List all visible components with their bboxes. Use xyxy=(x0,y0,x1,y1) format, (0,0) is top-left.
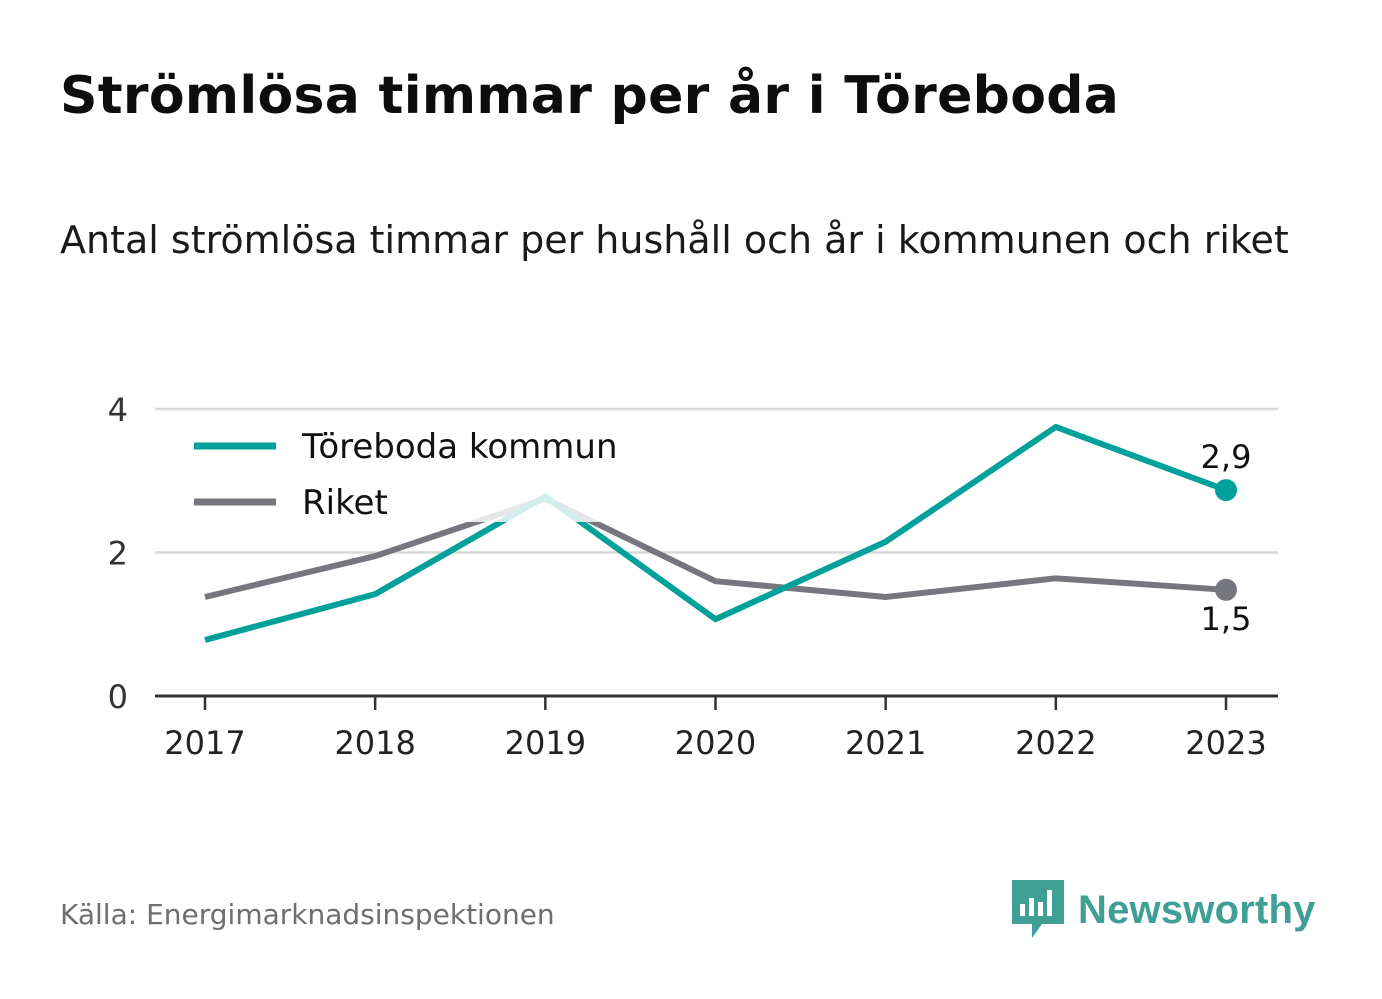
legend-label: Riket xyxy=(302,483,388,523)
end-value-label: 2,9 xyxy=(1201,438,1252,476)
legend-label: Töreboda kommun xyxy=(301,427,618,467)
x-tick-label: 2022 xyxy=(1015,724,1096,762)
y-axis-ticks: 0 2 4 xyxy=(108,391,128,716)
chart-subtitle: Antal strömlösa timmar per hushåll och å… xyxy=(60,218,1289,262)
x-tick-label: 2023 xyxy=(1185,724,1266,762)
end-value-label: 1,5 xyxy=(1201,600,1252,638)
series-lines xyxy=(204,423,1237,643)
chart-title: Strömlösa timmar per år i Töreboda xyxy=(60,66,1120,126)
source-note: Källa: Energimarknadsinspektionen xyxy=(60,898,555,931)
brand-name: Newsworthy xyxy=(1078,887,1316,932)
x-tick-label: 2018 xyxy=(334,724,415,762)
legend-backdrop xyxy=(186,474,646,522)
x-tick-label: 2021 xyxy=(845,724,926,762)
series-end-point xyxy=(1215,578,1237,601)
y-tick-label: 0 xyxy=(108,678,128,716)
x-tick-label: 2017 xyxy=(164,724,245,762)
x-axis-ticks: 2017 2018 2019 2020 2021 2022 2023 xyxy=(164,696,1267,762)
end-labels: 2,9 1,5 xyxy=(1201,438,1252,638)
y-tick-label: 2 xyxy=(108,535,128,573)
legend: Töreboda kommun Riket xyxy=(186,418,646,523)
series-end-point xyxy=(1215,479,1237,502)
x-tick-label: 2019 xyxy=(505,724,586,762)
legend-backdrop xyxy=(186,418,646,466)
x-tick-label: 2020 xyxy=(675,724,756,762)
brand-logo: Newsworthy xyxy=(1012,880,1316,940)
y-tick-label: 4 xyxy=(108,391,128,429)
gridlines xyxy=(155,407,1278,554)
newsworthy-chart-bubble-icon xyxy=(1012,880,1064,938)
